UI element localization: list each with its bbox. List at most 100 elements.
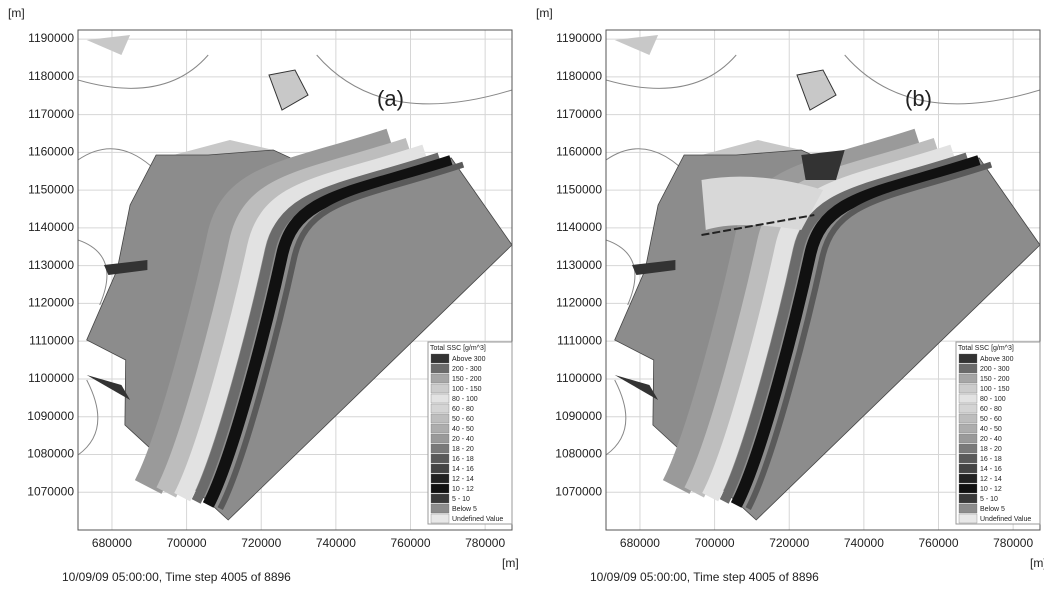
legend-label: 100 - 150 bbox=[980, 386, 1010, 393]
legend-label: 14 - 16 bbox=[980, 466, 1002, 473]
y-tick-label: 1180000 bbox=[556, 69, 602, 83]
x-tick-label: 760000 bbox=[918, 536, 958, 550]
y-tick-label: 1090000 bbox=[27, 409, 74, 423]
coastline bbox=[78, 54, 209, 89]
legend: Total SSC [g/m^3] Above 300 200 - 300 150 -… bbox=[427, 341, 513, 525]
footer: 10/09/09 05:00:00, Time step 4005 of 889… bbox=[590, 570, 819, 584]
y-tick-label: 1190000 bbox=[556, 31, 602, 45]
legend-label: 16 - 18 bbox=[452, 456, 474, 463]
legend-label: 12 - 14 bbox=[980, 476, 1002, 483]
x-tick-label: 720000 bbox=[241, 536, 281, 550]
outflow-plume bbox=[104, 260, 148, 275]
plot-frame bbox=[605, 29, 1041, 531]
outflow-plume bbox=[614, 375, 659, 400]
legend-swatch bbox=[430, 463, 450, 474]
y-tick-label: 1160000 bbox=[556, 145, 602, 159]
y-tick-label: 1120000 bbox=[28, 296, 74, 310]
y-tick-label: 1110000 bbox=[29, 333, 74, 347]
land-patch bbox=[796, 69, 837, 111]
legend-swatch bbox=[430, 493, 450, 504]
y-tick-label: 1160000 bbox=[28, 145, 74, 159]
legend-label: 80 - 100 bbox=[452, 396, 478, 403]
contour-band bbox=[745, 161, 993, 510]
contour-band bbox=[156, 137, 413, 498]
legend-label: 18 - 20 bbox=[452, 446, 474, 453]
legend-label: 20 - 40 bbox=[980, 436, 1002, 443]
y-tick-label: 1110000 bbox=[557, 333, 602, 347]
y-tick-label: 1140000 bbox=[28, 220, 74, 234]
legend-swatch bbox=[430, 513, 450, 524]
y-tick-label: 1170000 bbox=[556, 107, 602, 121]
legend-title: Total SSC [g/m^3] bbox=[958, 345, 1014, 352]
legend-swatch bbox=[430, 393, 450, 404]
legend-swatch bbox=[430, 363, 450, 374]
y-tick-label: 1180000 bbox=[28, 69, 74, 83]
legend-label: 10 - 12 bbox=[452, 486, 474, 493]
contour-band bbox=[191, 152, 441, 504]
legend-swatch bbox=[958, 413, 978, 424]
contour-band bbox=[684, 137, 941, 498]
legend-label: 10 - 12 bbox=[980, 486, 1002, 493]
legend-label: 200 - 300 bbox=[452, 366, 482, 373]
legend-swatch bbox=[430, 443, 450, 454]
y-unit: [m] bbox=[536, 6, 553, 20]
legend-swatch bbox=[958, 393, 978, 404]
y-tick-label: 1100000 bbox=[28, 371, 74, 385]
contour-band bbox=[174, 144, 428, 502]
legend-label: 16 - 18 bbox=[980, 456, 1002, 463]
map-layer bbox=[606, 35, 1040, 521]
footer: 10/09/09 05:00:00, Time step 4005 of 889… bbox=[62, 570, 291, 584]
y-tick-label: 1130000 bbox=[556, 258, 602, 272]
coastline bbox=[606, 54, 737, 89]
land-patch bbox=[268, 69, 309, 111]
x-tick-label: 740000 bbox=[316, 536, 356, 550]
dark-region bbox=[801, 150, 845, 180]
legend-swatch bbox=[430, 353, 450, 364]
y-tick-label: 1150000 bbox=[28, 182, 74, 196]
barrier-line bbox=[701, 214, 815, 236]
contour-band bbox=[719, 152, 969, 504]
map-layer bbox=[78, 35, 512, 521]
y-tick-label: 1080000 bbox=[27, 447, 74, 461]
legend-swatch bbox=[958, 463, 978, 474]
x-tick-label: 720000 bbox=[769, 536, 809, 550]
legend-label: Undefined Value bbox=[452, 516, 503, 523]
legend-label: 18 - 20 bbox=[980, 446, 1002, 453]
legend-label: 50 - 60 bbox=[980, 416, 1002, 423]
y-tick-label: 1150000 bbox=[556, 182, 602, 196]
y-tick-label: 1120000 bbox=[556, 296, 602, 310]
legend-swatch bbox=[430, 453, 450, 464]
legend-swatch bbox=[430, 413, 450, 424]
legend-swatch bbox=[958, 363, 978, 374]
legend-label: 12 - 14 bbox=[452, 476, 474, 483]
x-tick-label: 680000 bbox=[620, 536, 660, 550]
contour-band bbox=[702, 144, 956, 502]
legend-swatch bbox=[958, 403, 978, 414]
legend-label: 80 - 100 bbox=[980, 396, 1006, 403]
coastline bbox=[844, 54, 1040, 105]
legend-title: Total SSC [g/m^3] bbox=[430, 345, 486, 352]
legend-label: 14 - 16 bbox=[452, 466, 474, 473]
legend-swatch bbox=[958, 513, 978, 524]
y-tick-label: 1140000 bbox=[556, 220, 602, 234]
x-tick-label: 760000 bbox=[390, 536, 430, 550]
outflow-plume bbox=[632, 260, 676, 275]
panel-label: (a) bbox=[377, 86, 404, 111]
legend-label: 150 - 200 bbox=[980, 376, 1010, 383]
map-panel: 1070000 1080000 1090000 1100000 1110000 11200… bbox=[536, 6, 1044, 584]
land-patch bbox=[86, 35, 131, 55]
land-patch bbox=[614, 35, 659, 55]
legend-label: Undefined Value bbox=[980, 516, 1031, 523]
x-tick-label: 680000 bbox=[92, 536, 132, 550]
legend-swatch bbox=[430, 473, 450, 484]
y-tick-label: 1070000 bbox=[27, 484, 74, 498]
contour-band bbox=[217, 161, 465, 510]
legend-swatch bbox=[958, 373, 978, 384]
x-tick-label: 780000 bbox=[993, 536, 1033, 550]
x-unit: [m] bbox=[502, 556, 519, 570]
legend-label: 40 - 50 bbox=[452, 426, 474, 433]
legend-label: Above 300 bbox=[980, 356, 1014, 363]
map-panel: 1070000 1080000 1090000 1100000 1110000 11200… bbox=[8, 6, 519, 584]
coastline bbox=[606, 379, 627, 456]
